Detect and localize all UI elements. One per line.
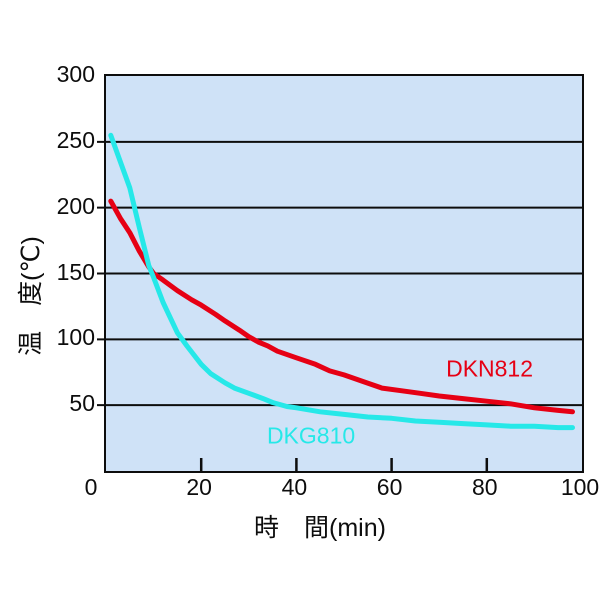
x-tick-label-80: 80 [472, 474, 498, 500]
plot-svg [97, 132, 582, 471]
y-tick-label-100: 100 [56, 324, 95, 351]
series-line-DKN812 [108, 198, 575, 415]
series-line-DKG810 [108, 132, 575, 431]
y-tick-label-250: 250 [56, 126, 95, 153]
x-tick-label-100: 100 [560, 474, 600, 500]
plot-area [97, 74, 584, 473]
x-tick-label-60: 60 [376, 474, 403, 500]
series-label-DKN812: DKN812 [446, 355, 534, 382]
x-tick-label-20: 20 [186, 474, 212, 500]
y-tick-label-300: 300 [56, 61, 95, 87]
y-tick-label-150: 150 [56, 258, 95, 285]
x-axis-title: 時 間(min) [254, 514, 386, 542]
series-label-DKG810: DKG810 [266, 422, 356, 449]
y-tick-label-50: 50 [69, 390, 95, 417]
x-tick-label-40: 40 [281, 474, 308, 500]
y-tick-label-200: 200 [56, 192, 95, 219]
x-tick-label-0: 0 [84, 474, 98, 500]
